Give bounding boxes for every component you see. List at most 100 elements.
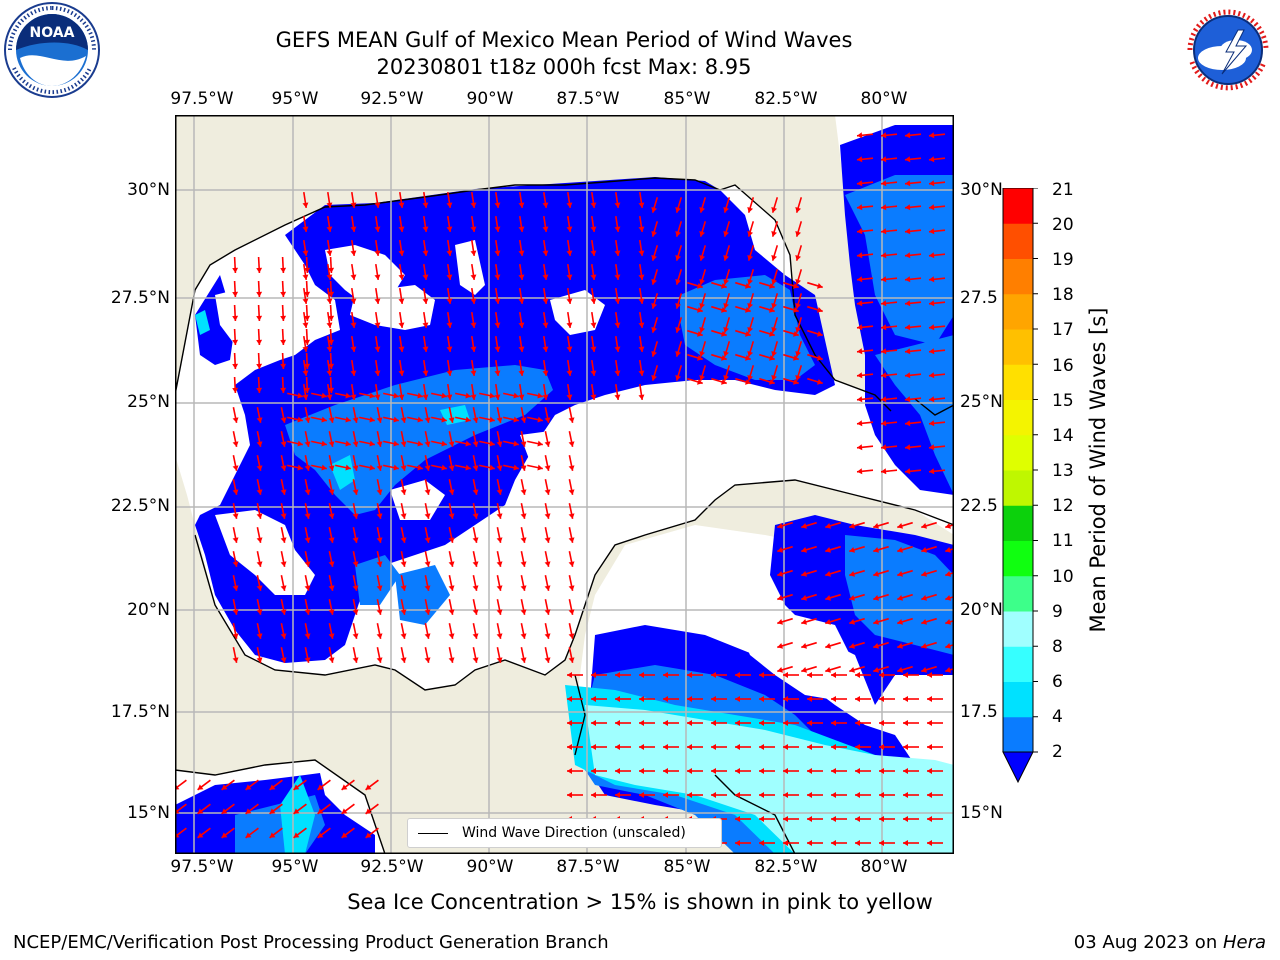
wind-arrow-head xyxy=(422,202,429,208)
wind-arrow-head xyxy=(566,274,573,280)
wind-arrow-head xyxy=(759,672,764,678)
wind-arrow-head xyxy=(857,156,863,163)
wind-arrow-head xyxy=(590,322,597,328)
wind-arrow-head xyxy=(566,250,573,256)
wind-arrow-head xyxy=(232,417,239,423)
wind-arrow-head xyxy=(280,441,287,447)
wind-arrow-head xyxy=(297,416,303,423)
wind-arrow-head xyxy=(927,840,932,846)
wind-arrow-head xyxy=(711,768,716,774)
wind-arrow-head xyxy=(771,351,777,357)
wind-arrow-head xyxy=(400,489,407,495)
wind-arrow-head xyxy=(424,489,431,495)
wind-arrow-head xyxy=(280,537,287,543)
wind-arrow-head xyxy=(614,274,621,280)
wind-arrow-head xyxy=(929,444,935,451)
wind-arrow-head xyxy=(328,657,335,663)
colorbar-segment xyxy=(1003,611,1033,647)
x-tick-label-bottom: 85°W xyxy=(663,857,711,877)
wind-arrow-head xyxy=(687,768,692,774)
wind-arrow-head xyxy=(304,339,311,345)
wind-arrow-head xyxy=(747,327,753,333)
wind-arrow-head xyxy=(905,276,911,283)
wind-arrow-head xyxy=(350,202,357,208)
wind-arrow-head xyxy=(393,416,399,423)
machine-name: Hera xyxy=(1222,932,1266,953)
wind-arrow-head xyxy=(398,322,405,328)
map-panel xyxy=(175,115,954,858)
wind-arrow-head xyxy=(873,667,879,673)
wind-arrow-head xyxy=(638,346,645,352)
wind-arrow-head xyxy=(638,370,645,376)
colorbar-tick-label: 18 xyxy=(1052,285,1074,305)
wind-arrow-head xyxy=(542,226,549,232)
wind-arrow-head xyxy=(446,370,453,376)
wind-arrow-head xyxy=(849,619,855,625)
wind-arrow-head xyxy=(795,351,801,357)
wind-arrow-head xyxy=(350,226,357,232)
wind-arrow-head xyxy=(400,609,407,615)
colorbar-under-extension xyxy=(1002,751,1034,784)
colorbar-label: Mean Period of Wind Waves [s] xyxy=(1086,307,1110,633)
colorbar-tick-label: 16 xyxy=(1052,356,1074,376)
wind-arrow-head xyxy=(256,465,263,471)
x-tick-label-bottom: 87.5°W xyxy=(556,857,620,877)
wind-arrow-head xyxy=(759,744,764,750)
colorbar-segment xyxy=(1003,188,1033,224)
wind-arrow-head xyxy=(256,417,263,423)
wind-arrow-head xyxy=(472,609,479,615)
colorbar-segment xyxy=(1003,329,1033,365)
wind-arrow-head xyxy=(496,585,503,591)
wind-arrow-head xyxy=(369,416,375,423)
wind-arrow-head xyxy=(697,355,703,361)
wind-arrow-head xyxy=(489,392,495,399)
wind-arrow-head xyxy=(328,561,335,567)
wind-arrow-head xyxy=(441,416,447,423)
wind-arrow-head xyxy=(567,768,572,774)
wind-arrow-head xyxy=(807,744,812,750)
wind-arrow-head xyxy=(905,444,911,451)
wind-arrow-head xyxy=(328,465,335,471)
wind-arrow-head xyxy=(400,585,407,591)
wind-arrow-head xyxy=(544,585,551,591)
wind-arrow-head xyxy=(638,274,645,280)
colorbar-segment xyxy=(1003,540,1033,577)
colorbar-tick-label: 2 xyxy=(1052,742,1063,762)
wind-arrow-head xyxy=(929,372,935,379)
wind-arrow-head xyxy=(326,346,333,352)
wind-arrow-head xyxy=(352,633,359,639)
wind-arrow-head xyxy=(905,372,911,379)
wind-arrow-head xyxy=(591,744,596,750)
wind-arrow-head xyxy=(735,744,740,750)
wind-arrow-head xyxy=(614,250,621,256)
wind-arrow-head xyxy=(352,609,359,615)
wind-arrow-head xyxy=(590,250,597,256)
wind-arrow-head xyxy=(470,250,477,256)
wind-arrow-head xyxy=(518,298,525,304)
wind-arrow-head xyxy=(735,768,740,774)
wind-arrow-head xyxy=(489,464,495,471)
wind-arrow-head xyxy=(881,156,887,163)
wind-arrow-head xyxy=(465,392,471,399)
wind-arrow-head xyxy=(591,792,596,798)
wind-arrow-head xyxy=(905,228,911,235)
wind-arrow-head xyxy=(374,322,381,328)
wind-arrow-head xyxy=(903,768,908,774)
wind-arrow-head xyxy=(537,464,543,471)
wind-arrow-head xyxy=(783,720,788,726)
wind-arrow-head xyxy=(697,379,703,385)
wind-arrow-head xyxy=(903,816,908,822)
wind-arrow-head xyxy=(422,394,429,400)
wind-arrow-head xyxy=(256,633,263,639)
wind-arrow-head xyxy=(801,619,807,625)
wind-arrow-head xyxy=(232,339,239,345)
wind-arrow-head xyxy=(393,464,399,471)
wind-arrow-head xyxy=(494,346,501,352)
wind-arrow-head xyxy=(807,816,812,822)
wind-arrow-head xyxy=(905,156,911,163)
wind-arrow-head xyxy=(747,303,753,309)
colorbar-segment xyxy=(1003,646,1033,682)
wind-arrow-head xyxy=(304,609,311,615)
wind-arrow-head xyxy=(280,339,287,345)
wind-arrow-head xyxy=(328,387,335,393)
